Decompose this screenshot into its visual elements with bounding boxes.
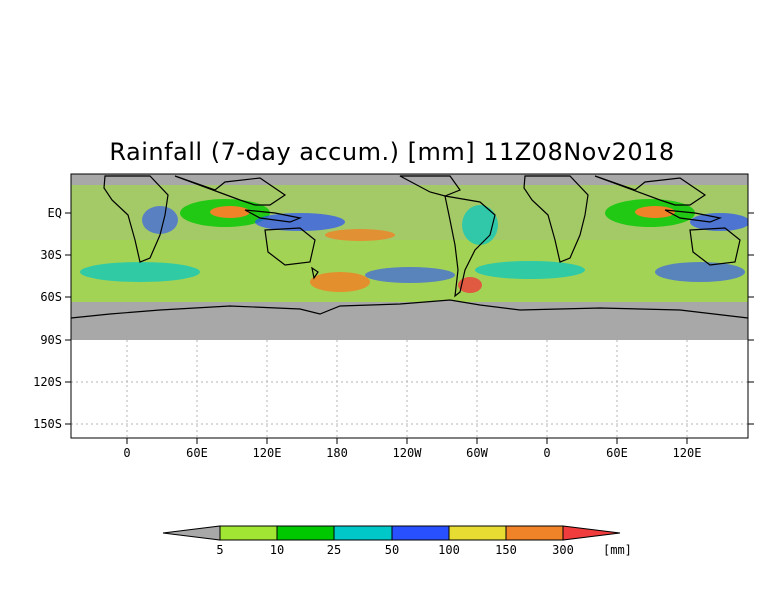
colorbar — [162, 525, 621, 541]
rain-patch — [325, 229, 395, 241]
lon-label: 60E — [186, 446, 208, 460]
rain-patch — [255, 213, 345, 231]
rainfall-field — [71, 175, 748, 340]
colorbar-level: 25 — [327, 543, 341, 557]
colorbar-segment — [219, 525, 278, 541]
colorbar-segment — [448, 525, 507, 541]
antarctica-landmass — [71, 300, 748, 340]
lon-label: 120E — [253, 446, 282, 460]
rain-patch — [462, 205, 498, 245]
colorbar-segment — [562, 525, 621, 541]
lon-ticks — [126, 438, 688, 444]
rain-patch — [80, 262, 200, 282]
colorbar-level: 300 — [552, 543, 574, 557]
colorbar-level: 50 — [385, 543, 399, 557]
rain-patch — [210, 206, 250, 218]
lon-label: 120W — [393, 446, 423, 460]
rain-patch — [475, 261, 585, 279]
rain-patch — [310, 272, 370, 292]
lon-label: 180 — [326, 446, 348, 460]
colorbar-segment — [333, 525, 393, 541]
rain-patch — [635, 206, 675, 218]
lat-label: 30S — [40, 248, 62, 262]
lon-label: 0 — [543, 446, 550, 460]
lat-label: EQ — [48, 206, 62, 220]
colorbar-segment — [505, 525, 564, 541]
lat-tick-labels: EQ 30S 60S 90S 120S 150S — [33, 206, 62, 431]
lat-label: 120S — [33, 375, 62, 389]
colorbar-level: 150 — [495, 543, 517, 557]
lon-tick-labels: 0 60E 120E 180 120W 60W 0 60E 120E — [123, 446, 701, 460]
colorbar-level: 10 — [270, 543, 284, 557]
lat-ticks — [65, 212, 754, 425]
lat-label: 60S — [40, 290, 62, 304]
coastlines — [71, 175, 748, 319]
colorbar-level: 5 — [216, 543, 223, 557]
lat-label: 150S — [33, 417, 62, 431]
lon-label: 60E — [606, 446, 628, 460]
rain-patch — [690, 213, 748, 231]
colorbar-segment — [162, 525, 221, 541]
colorbar-unit: [mm] — [603, 543, 632, 557]
map-title: Rainfall (7-day accum.) [mm] 11Z08Nov201… — [109, 138, 675, 166]
map-frame — [70, 173, 749, 439]
colorbar-segment — [391, 525, 450, 541]
colorbar-labels: 5 10 25 50 100 150 300 [mm] — [216, 543, 632, 557]
colorbar-level: 100 — [438, 543, 460, 557]
rain-patch — [458, 277, 482, 293]
rain-patch — [365, 267, 455, 283]
rain-patch — [142, 206, 178, 234]
map-gridlines — [71, 340, 748, 438]
lon-label: 0 — [123, 446, 130, 460]
lon-label: 60W — [466, 446, 488, 460]
lon-label: 120E — [673, 446, 702, 460]
lat-label: 90S — [40, 333, 62, 347]
rain-patch — [655, 262, 745, 282]
colorbar-segment — [276, 525, 335, 541]
